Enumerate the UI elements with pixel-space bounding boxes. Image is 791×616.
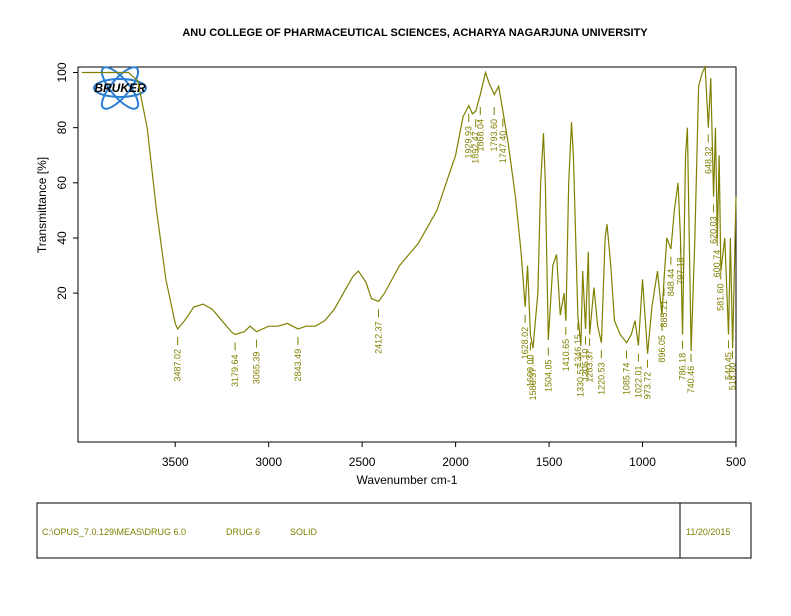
peak-label: 1283.37 xyxy=(585,350,595,383)
peak-label: 3179.64 xyxy=(230,354,240,387)
x-tick-label: 500 xyxy=(726,455,746,469)
peak-label: 1330.57 xyxy=(576,364,586,397)
peak-label: 786.18 xyxy=(678,353,688,381)
peak-label: 3065.39 xyxy=(251,352,261,385)
peak-label: 648.32 xyxy=(703,147,713,175)
chart-title: ANU COLLEGE OF PHARMACEUTICAL SCIENCES, … xyxy=(182,27,648,39)
spectrum-line xyxy=(81,64,737,354)
peak-label: 581.60 xyxy=(716,283,726,311)
y-tick-label: 20 xyxy=(55,286,69,300)
plot-frame xyxy=(77,66,737,443)
peak-label: 1892.47 xyxy=(471,131,481,164)
footer-box xyxy=(36,502,752,559)
peak-label: 1085.74 xyxy=(622,363,632,396)
footer-sample: DRUG 6 xyxy=(226,527,260,537)
peak-label: 848.44 xyxy=(666,269,676,297)
peak-label: 518.60 xyxy=(728,363,738,391)
logo-text: BRUKER xyxy=(94,81,146,95)
peak-label: 1504.05 xyxy=(543,359,553,392)
x-tick-label: 3500 xyxy=(162,455,189,469)
peak-label: 1929.93 xyxy=(464,126,474,159)
peak-label: 1747.40 xyxy=(498,131,508,164)
peak-label: 540.45 xyxy=(723,352,733,380)
footer-date: 11/20/2015 xyxy=(686,527,730,537)
x-tick-label: 1500 xyxy=(536,455,563,469)
peak-label: 740.46 xyxy=(686,366,696,394)
peak-label: 3487.02 xyxy=(173,349,183,382)
peak-label: 2843.49 xyxy=(293,349,303,382)
peak-label: 1586.37 xyxy=(528,368,538,401)
peak-label: 1600.00 xyxy=(525,354,535,387)
x-tick-label: 1000 xyxy=(629,455,656,469)
peak-label: 2412.37 xyxy=(374,321,384,354)
peak-label: 620.03 xyxy=(709,216,719,244)
peak-label: 973.72 xyxy=(642,372,652,400)
x-tick-label: 3000 xyxy=(255,455,282,469)
peak-label: 1868.04 xyxy=(475,119,485,152)
y-tick-label: 80 xyxy=(55,121,69,135)
logo: BRUKER xyxy=(93,66,147,110)
peak-label: 797.18 xyxy=(675,257,685,285)
y-tick-label: 100 xyxy=(55,62,69,82)
x-tick-label: 2500 xyxy=(349,455,376,469)
peak-label: 1220.53 xyxy=(596,362,606,395)
x-tick-label: 2000 xyxy=(442,455,469,469)
y-tick-label: 60 xyxy=(55,176,69,190)
peak-label: 1346.15 xyxy=(573,334,583,367)
peak-label: 1410.65 xyxy=(561,339,571,372)
peak-label: 600.74 xyxy=(712,250,722,278)
y-tick-label: 40 xyxy=(55,231,69,245)
x-axis-label: Wavenumber cm-1 xyxy=(357,473,458,487)
peak-label: 885.21 xyxy=(659,300,669,328)
peak-label: 1022.01 xyxy=(633,365,643,398)
peak-label: 1628.02 xyxy=(520,327,530,360)
peak-label: 1793.60 xyxy=(489,119,499,152)
footer-form: SOLID xyxy=(290,527,318,537)
peak-label: 1305.10 xyxy=(581,349,591,382)
footer-path: C:\OPUS_7.0.129\MEAS\DRUG 6.0 xyxy=(42,527,186,537)
y-axis-label: Transmittance [%] xyxy=(35,157,49,253)
peak-label: 896.05 xyxy=(657,335,667,363)
